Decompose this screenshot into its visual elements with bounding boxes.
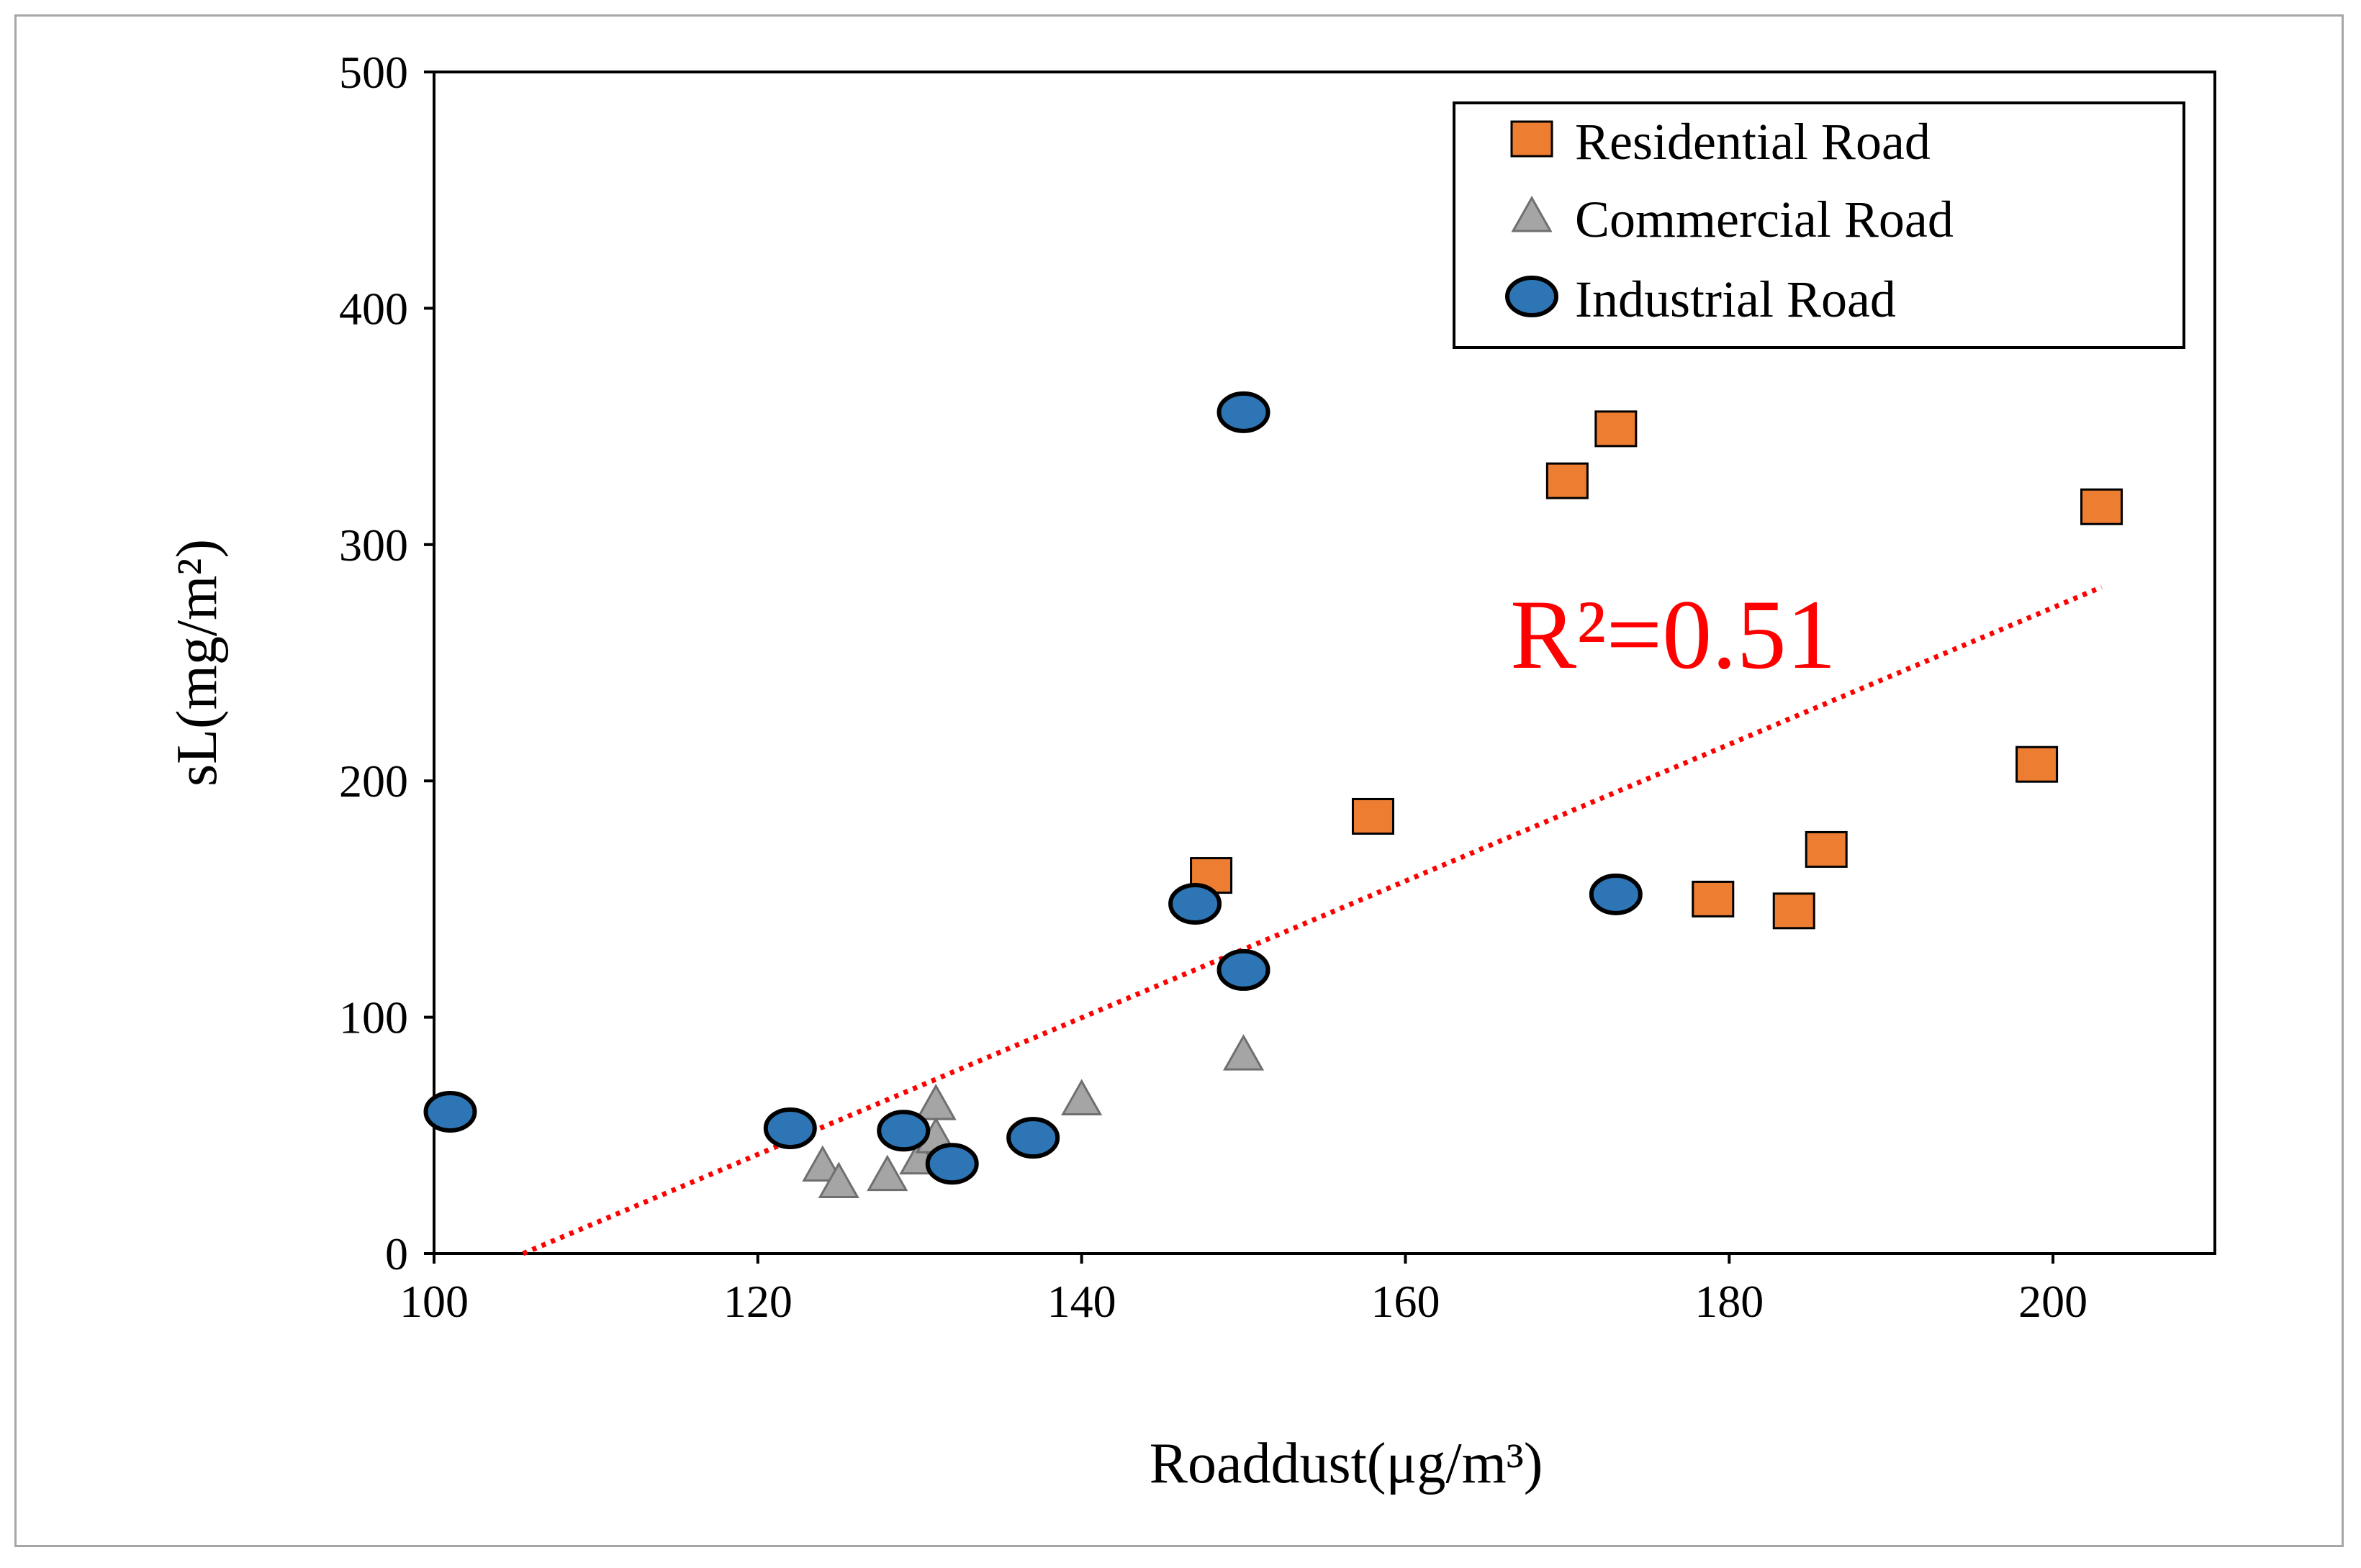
y-tick-label: 400 [339,283,408,334]
commercial-road-point [1061,1079,1103,1116]
commercial-road-point [802,1145,844,1182]
industrial-road-point [925,1143,979,1185]
industrial-road-point [1216,391,1270,433]
residential-road-point [1805,830,1848,868]
x-tick-label: 180 [1694,1276,1764,1327]
x-tick-label: 100 [399,1276,469,1327]
x-tick-label: 140 [1047,1276,1116,1327]
commercial-road-point [1222,1034,1265,1071]
industrial-road-point [877,1110,931,1152]
y-tick-label: 300 [339,520,408,571]
y-tick-label: 500 [339,47,408,98]
legend-industrial-road-label: Industrial Road [1575,271,1896,328]
commercial-road-point [867,1154,908,1192]
industrial-road-point [423,1090,477,1133]
x-tick-label: 120 [723,1276,793,1327]
residential-road-point [1545,462,1589,499]
residential-road-point [1351,797,1394,835]
commercial-road-point [915,1084,957,1120]
residential-road-point [1692,880,1735,917]
x-tick-label: 200 [2018,1276,2087,1327]
industrial-road-point [1006,1117,1060,1159]
x-axis-title: Roaddust(μg/m³) [1150,1432,1543,1495]
y-tick-label: 0 [385,1228,408,1279]
residential-road-point [1594,410,1638,448]
y-axis-title: sL(mg/m²) [166,539,229,787]
legend-industrial-road-marker [1505,276,1558,317]
industrial-road-point [763,1107,817,1149]
residential-road-point [2080,488,2123,525]
x-tick-label: 160 [1371,1276,1440,1327]
residential-road-point [2015,746,2059,783]
y-tick-label: 100 [339,992,408,1043]
data-points [423,391,2123,1198]
legend-residential-road-label: Residential Road [1575,113,1931,171]
legend-commercial-road-label: Commercial Road [1575,191,1954,248]
industrial-road-point [1589,873,1643,915]
y-tick-label: 200 [339,756,408,807]
legend: Residential Road Commercial Road Industria… [1453,101,2185,349]
industrial-road-point [1168,882,1222,925]
commercial-road-point [818,1161,859,1198]
r-squared-annotation: R²=0.51 [1510,579,1836,689]
legend-commercial-road-marker [1511,195,1553,232]
legend-residential-road-marker [1510,120,1553,158]
industrial-road-point [1216,948,1270,991]
residential-road-point [1772,892,1815,930]
legend-box [1453,101,2185,349]
